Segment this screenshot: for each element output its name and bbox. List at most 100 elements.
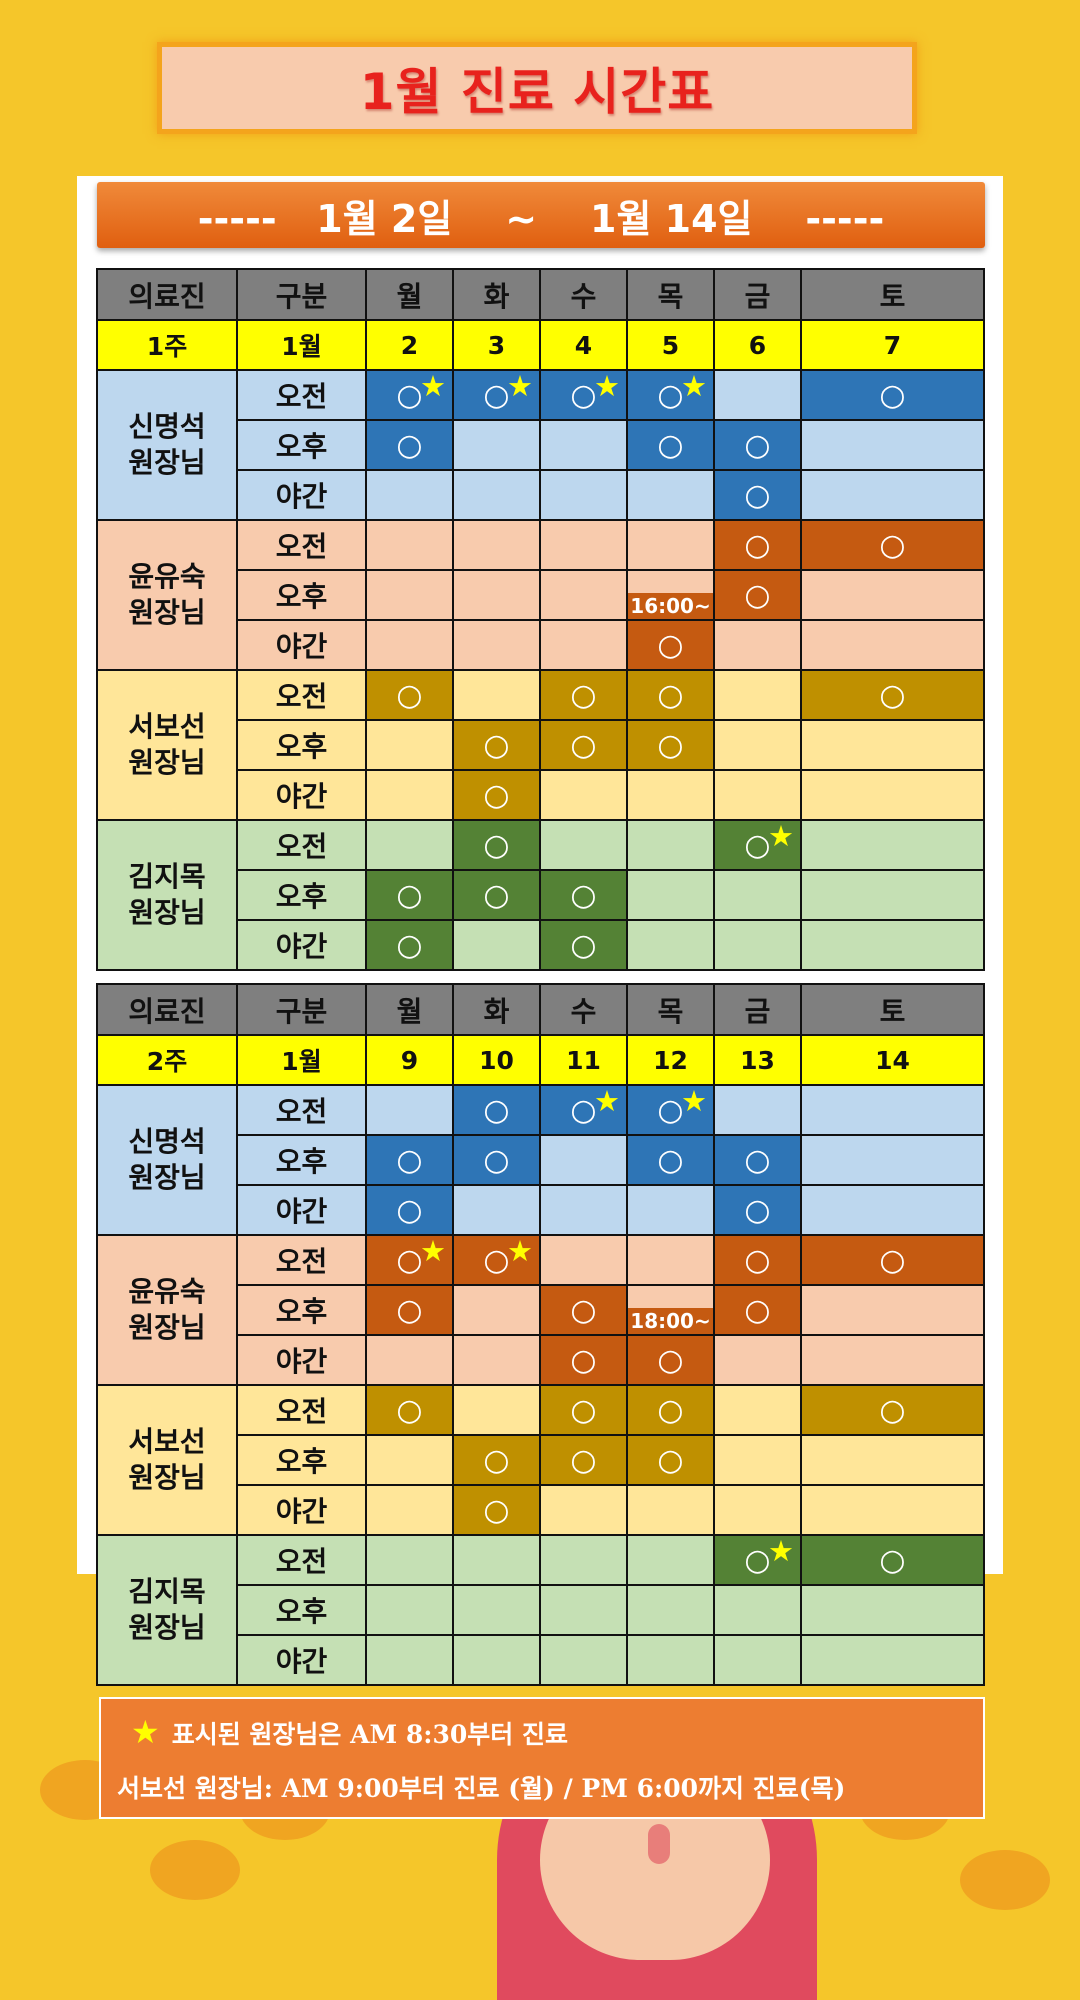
schedule-cell: ○ <box>452 1134 541 1186</box>
session-label-cell: 야간 <box>236 919 367 971</box>
session-label-cell: 야간 <box>236 1484 367 1536</box>
circle-icon: ○ <box>744 527 771 563</box>
circle-icon: ○ <box>879 1392 906 1428</box>
circle-icon: ○ <box>570 1442 597 1478</box>
schedule-cell <box>365 1534 454 1586</box>
star-icon: ★ <box>420 1234 446 1268</box>
schedule-cell <box>800 619 985 671</box>
table-row: 오후 ○ ○ ○ <box>97 419 985 471</box>
date-cell: 13 <box>713 1034 802 1086</box>
session-label-cell: 오후 <box>236 419 367 471</box>
circle-icon: ○ <box>744 1192 771 1228</box>
schedule-cell <box>539 1134 628 1186</box>
schedule-cell: ○ <box>800 1534 985 1586</box>
schedule-cell <box>626 919 715 971</box>
table-row: 오후 ○ ○ ○ <box>97 1434 985 1486</box>
schedule-cell <box>713 719 802 771</box>
circle-icon: ○ <box>570 677 597 713</box>
circle-icon: ○ <box>396 427 423 463</box>
schedule-cell <box>365 1434 454 1486</box>
schedule-table-week2: 의료진 구분 월 화 수 목 금 토 2주 1월 9 10 11 12 13 14 신명석 원장님 오전 ○ ○ ★ ○ ★ 오… <box>96 983 985 1686</box>
time-note: 16:00~ <box>628 593 713 619</box>
schedule-cell: ○ <box>539 919 628 971</box>
header-cell: 화 <box>452 983 541 1036</box>
schedule-cell <box>452 469 541 521</box>
header-cell: 의료진 <box>96 983 238 1036</box>
header-cell: 금 <box>713 268 802 321</box>
header-cell: 토 <box>800 983 985 1036</box>
circle-icon: ○ <box>744 1292 771 1328</box>
session-label-cell: 오전 <box>236 669 367 721</box>
circle-icon: ○ <box>483 1092 510 1128</box>
header-cell: 토 <box>800 268 985 321</box>
circle-icon: ○ <box>657 377 684 413</box>
schedule-cell <box>800 919 985 971</box>
schedule-cell <box>539 1234 628 1286</box>
circle-icon: ○ <box>483 1142 510 1178</box>
schedule-cell <box>539 619 628 671</box>
star-icon: ★ <box>768 819 794 853</box>
page-title-box: 1월 진료 시간표 <box>157 42 917 134</box>
schedule-cell: ○ <box>539 719 628 771</box>
schedule-cell <box>626 1584 715 1636</box>
table-row: 오후 ○ ○ ○ <box>97 869 985 921</box>
header-cell: 금 <box>713 983 802 1036</box>
table-row: 윤유숙 원장님 오전 ○ ○ <box>96 519 985 671</box>
schedule-cell <box>365 1484 454 1536</box>
star-icon: ★ <box>594 369 620 403</box>
schedule-cell: ○ <box>452 719 541 771</box>
schedule-cell: ○ ★ <box>626 1084 715 1136</box>
circle-icon: ○ <box>396 877 423 913</box>
session-label-cell: 오후 <box>236 719 367 771</box>
header-cell: 월 <box>365 268 454 321</box>
date-cell: 3 <box>452 319 541 371</box>
schedule-cell: ○ ★ <box>626 369 715 421</box>
circle-icon: ○ <box>744 827 771 863</box>
schedule-cell <box>626 1534 715 1586</box>
table-row: 야간 ○ ○ <box>97 1184 985 1236</box>
schedule-cell: ○ <box>713 1134 802 1186</box>
circle-icon: ○ <box>570 1342 597 1378</box>
date-range-banner: ----- 1월 2일 ~ 1월 14일 ----- <box>97 182 985 248</box>
table-row: 신명석 원장님 오전 ○ ○ ★ ○ ★ <box>96 1084 985 1236</box>
header-cell: 구분 <box>236 983 367 1036</box>
date-cell: 9 <box>365 1034 454 1086</box>
date-cell: 2주 <box>96 1034 238 1086</box>
circle-icon: ○ <box>570 927 597 963</box>
circle-icon: ○ <box>396 1242 423 1278</box>
circle-icon: ○ <box>483 1442 510 1478</box>
schedule-cell <box>452 419 541 471</box>
star-icon: ★ <box>681 1084 707 1118</box>
table-row: 오후 <box>97 1584 985 1636</box>
schedule-cell <box>713 1584 802 1636</box>
schedule-cell: ○ <box>800 669 985 721</box>
schedule-cell <box>713 1084 802 1136</box>
date-cell: 12 <box>626 1034 715 1086</box>
session-label-cell: 오후 <box>236 1434 367 1486</box>
schedule-cell: ○ <box>626 1134 715 1186</box>
schedule-cell <box>626 1634 715 1686</box>
schedule-cell <box>539 519 628 571</box>
circle-icon: ○ <box>396 1292 423 1328</box>
schedule-cell: ○ ★ <box>452 1234 541 1286</box>
schedule-cell <box>713 1634 802 1686</box>
schedule-cell <box>452 619 541 671</box>
schedule-cell <box>626 1234 715 1286</box>
schedule-cell: ○ <box>452 1084 541 1136</box>
circle-icon: ○ <box>879 1542 906 1578</box>
schedule-cell <box>800 1084 985 1136</box>
table-row: 김지목 원장님 오전 ○ ★ ○ <box>96 1534 985 1686</box>
schedule-cell: ○ <box>365 669 454 721</box>
schedule-cell: ○ <box>452 1484 541 1536</box>
schedule-cell <box>713 769 802 821</box>
header-cell: 수 <box>539 983 628 1036</box>
star-icon: ★ <box>768 1534 794 1568</box>
session-label-cell: 오전 <box>236 819 367 871</box>
circle-icon: ○ <box>879 1242 906 1278</box>
schedule-cell <box>452 1184 541 1236</box>
schedule-cell: ○ <box>626 1434 715 1486</box>
header-cell: 월 <box>365 983 454 1036</box>
header-cell: 목 <box>626 983 715 1036</box>
circle-icon: ○ <box>657 1392 684 1428</box>
session-label-cell: 야간 <box>236 469 367 521</box>
